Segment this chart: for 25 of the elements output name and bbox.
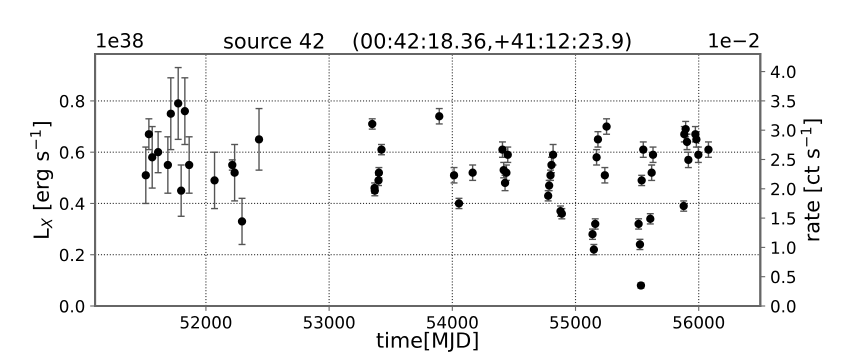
y-tick-label: 0.0: [60, 300, 84, 313]
y-axis-title: L$_{X}$ [erg s$^{−1}$]: [30, 122, 54, 238]
x-tick-label: 54000: [427, 316, 478, 329]
y2-axis-title: rate [ct s$^{−1}$]: [800, 120, 822, 240]
chart-title: source 42 (00:42:18.36,+41:12:23.9): [224, 32, 631, 52]
y2-tick-label: 0.0: [771, 300, 796, 313]
y2-tick-label: 0.5: [771, 270, 796, 284]
y-tick-label: 0.2: [60, 248, 84, 262]
y-tick-label: 0.6: [60, 146, 84, 159]
y-tick-label: 0.8: [60, 94, 84, 108]
x-tick-label: 55000: [550, 316, 601, 329]
text: 1e38: [97, 33, 143, 48]
x-tick-label: 53000: [304, 316, 355, 329]
y2-tick-label: 1.5: [772, 212, 796, 225]
x-axis-title: time[MJD]: [376, 332, 478, 352]
x-tick-label: 56000: [673, 316, 724, 329]
y2-tick-label: 3.5: [771, 94, 796, 108]
y2-tick-label: 3.0: [771, 124, 796, 137]
x-tick-label: 52000: [180, 316, 232, 329]
y-tick-label: 0.4: [60, 197, 84, 210]
y2-tick-label: 2.0: [771, 182, 796, 196]
text: 1e−2: [709, 33, 758, 48]
y2-tick-label: 2.5: [771, 153, 796, 166]
y2-tick-label: 1.0: [772, 241, 796, 254]
y2-tick-label: 4.0: [770, 66, 796, 78]
